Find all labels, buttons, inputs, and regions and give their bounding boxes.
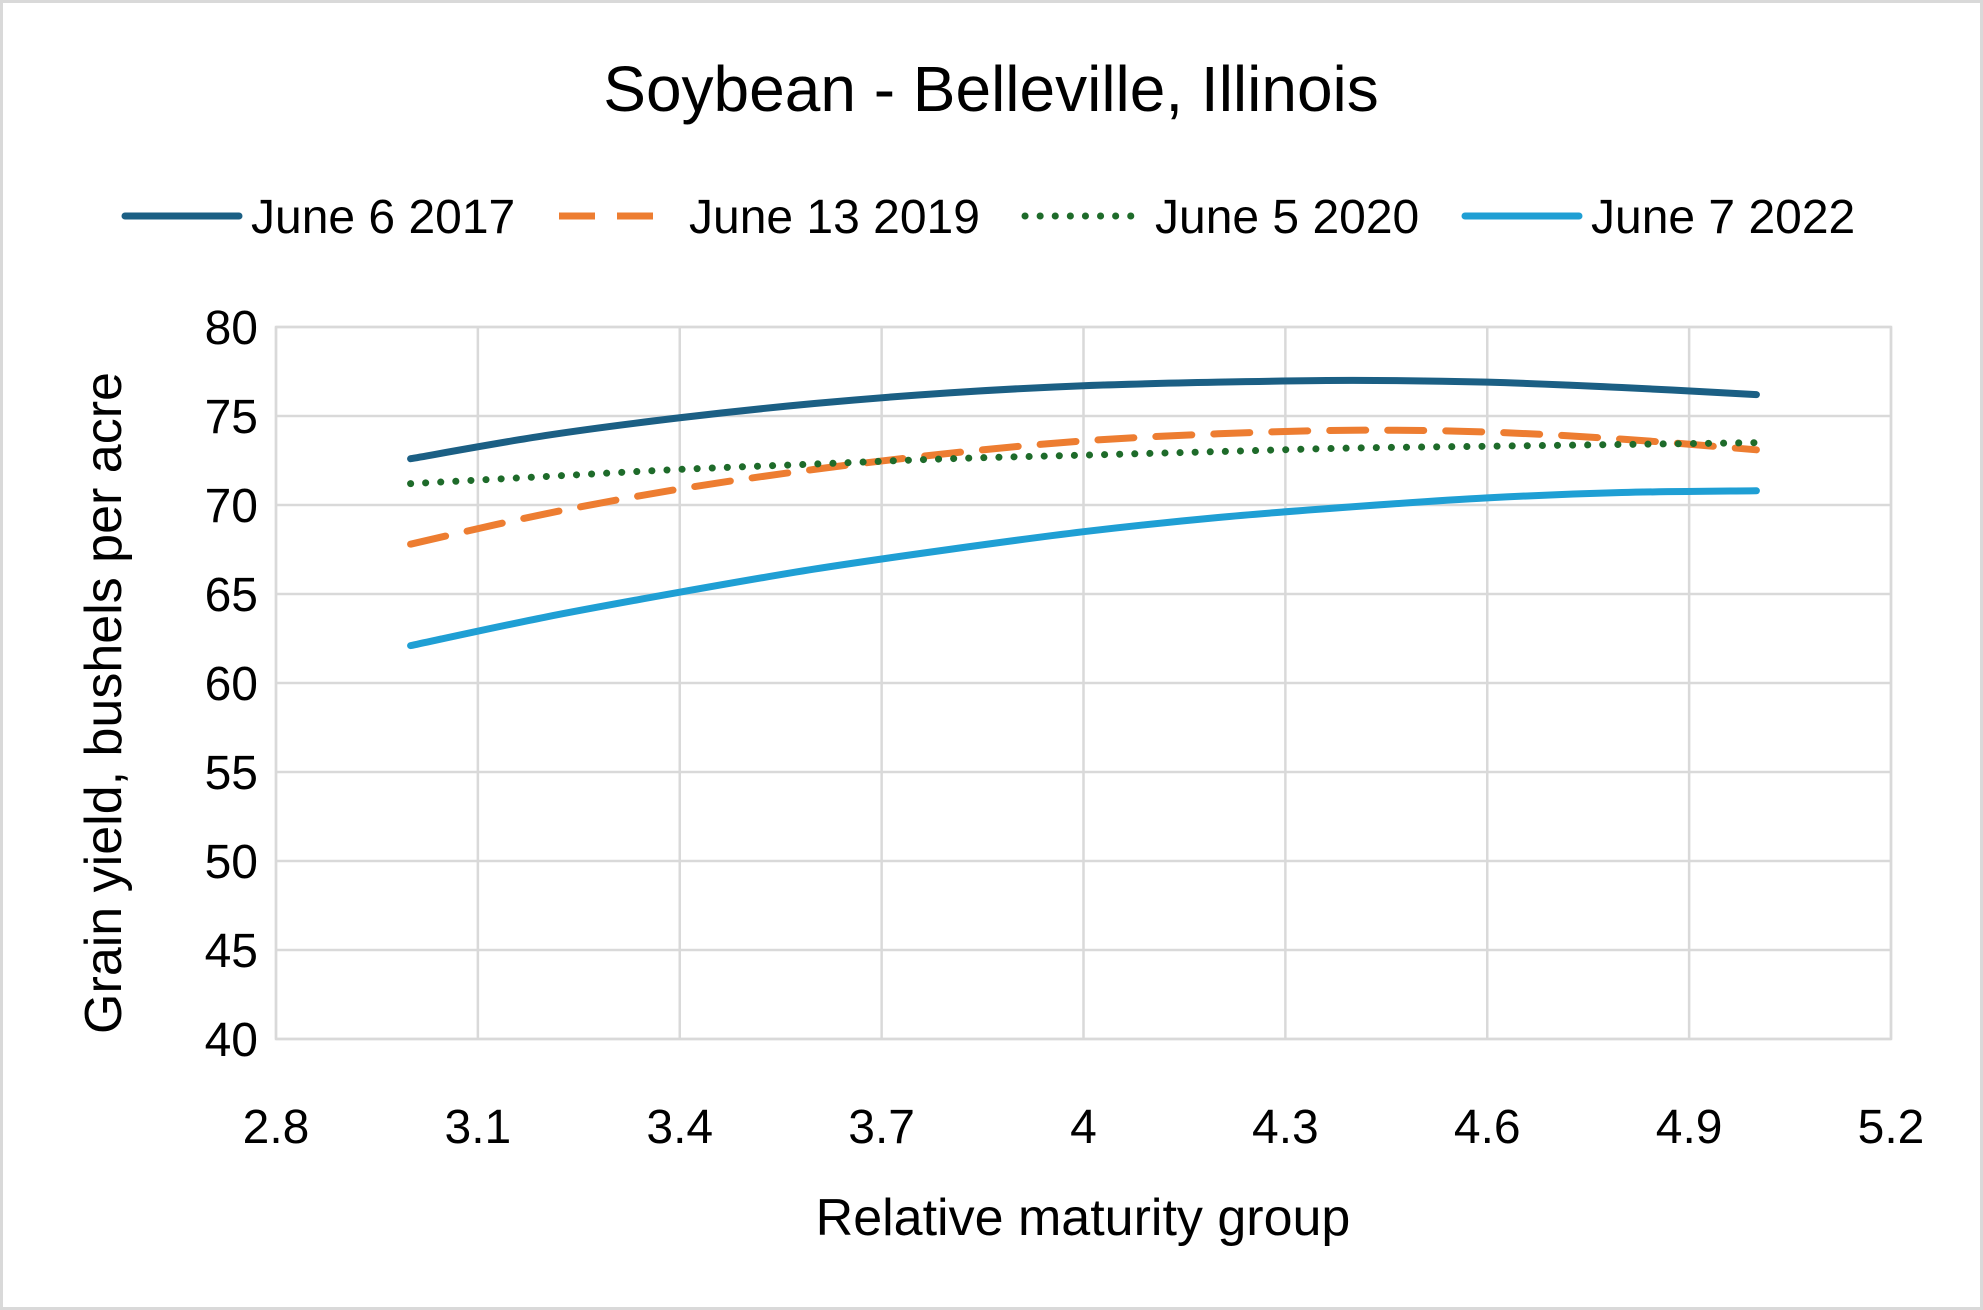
series-line-1 xyxy=(407,376,1760,463)
x-tick-label: 3.1 xyxy=(445,1101,512,1154)
x-tick-label: 4.6 xyxy=(1454,1101,1521,1154)
legend-label-4: June 7 2022 xyxy=(1591,191,1855,244)
x-axis-ticks: 2.8 3.1 3.4 3.7 4 4.3 4.6 4.9 5.2 xyxy=(243,1101,1925,1154)
x-tick-label: 5.2 xyxy=(1858,1101,1925,1154)
x-tick-label: 4.9 xyxy=(1656,1101,1723,1154)
legend-label-3: June 5 2020 xyxy=(1155,191,1419,244)
y-axis-title: Grain yield, bushels per acre xyxy=(75,372,133,1034)
legend-label-1: June 6 2017 xyxy=(251,191,515,244)
series-line-2 xyxy=(407,426,1760,548)
x-tick-label: 2.8 xyxy=(243,1101,310,1154)
chart-title: Soybean - Belleville, Illinois xyxy=(603,53,1379,125)
x-tick-label: 4.3 xyxy=(1252,1101,1319,1154)
y-tick-label: 65 xyxy=(205,569,258,622)
series-line-3 xyxy=(407,439,1760,488)
x-tick-label: 3.7 xyxy=(848,1101,915,1154)
y-axis-ticks: 40 45 50 55 60 65 70 75 80 xyxy=(205,302,258,1067)
y-tick-label: 60 xyxy=(205,658,258,711)
y-tick-label: 45 xyxy=(205,925,258,978)
series-line-4 xyxy=(407,487,1760,650)
y-tick-label: 50 xyxy=(205,836,258,889)
y-tick-label: 80 xyxy=(205,302,258,355)
x-tick-label: 3.4 xyxy=(646,1101,713,1154)
legend-label-2: June 13 2019 xyxy=(689,191,980,244)
plot-area xyxy=(274,325,1893,1041)
plot-border xyxy=(274,325,1893,1041)
series-layer xyxy=(407,376,1760,650)
x-tick-label: 4 xyxy=(1070,1101,1097,1154)
line-chart: Soybean - Belleville, Illinois June 6 20… xyxy=(75,53,1925,1247)
y-tick-label: 55 xyxy=(205,747,258,800)
x-axis-title: Relative maturity group xyxy=(816,1189,1351,1247)
y-tick-label: 70 xyxy=(205,480,258,533)
y-tick-label: 75 xyxy=(205,391,258,444)
gridlines xyxy=(274,325,1893,1041)
legend: June 6 2017 June 13 2019 June 5 2020 June 7… xyxy=(121,191,1855,244)
y-tick-label: 40 xyxy=(205,1014,258,1067)
